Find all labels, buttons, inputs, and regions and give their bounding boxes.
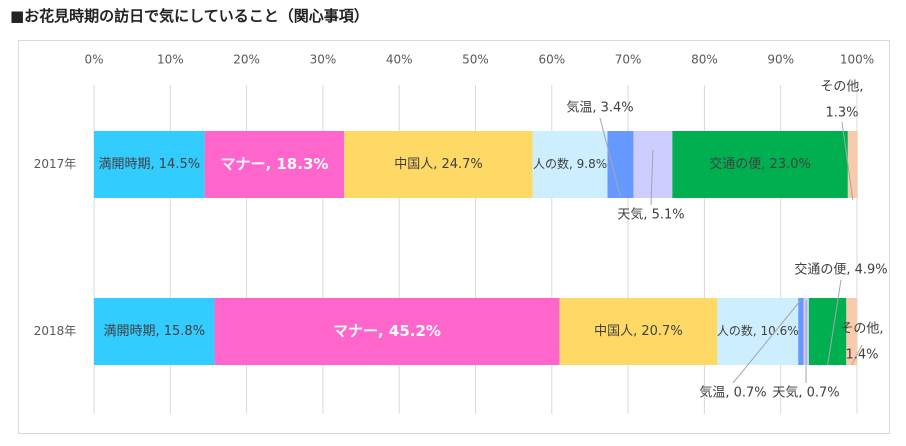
leader-line	[851, 344, 863, 366]
data-label: 人の数, 9.8%	[533, 156, 607, 171]
bar-segment-気温[interactable]	[798, 298, 804, 365]
bar-segment-マナー[interactable]	[204, 131, 345, 198]
data-label: マナー, 45.2%	[333, 322, 441, 340]
data-label: 天気, 0.7%	[772, 385, 839, 401]
data-label: 天気, 5.1%	[617, 207, 684, 223]
leader-line	[599, 117, 621, 198]
chart-title: ■お花見時期の訪日で気にしていること（関心事項）	[10, 7, 369, 25]
bar-segment-中国人[interactable]	[559, 298, 718, 365]
category-label: 2018年	[34, 324, 77, 338]
data-label: 交通の便, 4.9%	[794, 262, 887, 278]
x-tick-label: 30%	[310, 53, 337, 67]
bar-segment-中国人[interactable]	[344, 131, 533, 198]
x-tick-label: 60%	[538, 53, 565, 67]
x-tick-label: 100%	[840, 53, 874, 67]
data-label: 人の数, 10.6%	[717, 323, 799, 338]
bar-segment-その他[interactable]	[847, 131, 858, 198]
bar-segment-人の数[interactable]	[532, 131, 608, 198]
x-tick-label: 20%	[233, 53, 260, 67]
data-label: 満開時期, 15.8%	[103, 324, 205, 339]
bar-segment-満開時期[interactable]	[94, 131, 205, 198]
x-tick-label: 10%	[157, 53, 184, 67]
data-label: 中国人, 20.7%	[594, 324, 683, 339]
bar-segment-気温[interactable]	[607, 131, 634, 198]
x-tick-label: 0%	[84, 53, 103, 67]
x-tick-label: 70%	[615, 53, 642, 67]
chart-area	[18, 40, 890, 434]
bar-segment-交通の便[interactable]	[808, 298, 847, 365]
x-tick-label: 80%	[691, 53, 718, 67]
leader-line	[827, 279, 842, 366]
data-label: その他,	[840, 322, 883, 337]
leader-line	[841, 121, 854, 201]
category-label: 2017年	[34, 157, 77, 171]
bar-segment-満開時期[interactable]	[94, 298, 215, 365]
x-tick-label: 90%	[767, 53, 794, 67]
bar-segment-マナー[interactable]	[214, 298, 560, 365]
x-tick-label: 40%	[386, 53, 413, 67]
x-tick-label: 50%	[462, 53, 489, 67]
bar-segment-その他[interactable]	[846, 298, 857, 365]
data-label: 気温, 3.4%	[566, 100, 633, 116]
bar-segment-人の数[interactable]	[717, 298, 799, 365]
data-label: 満開時期, 14.5%	[99, 157, 201, 172]
bar-segment-交通の便[interactable]	[672, 131, 848, 198]
data-label: マナー, 18.3%	[220, 155, 328, 173]
leader-line	[732, 299, 802, 384]
data-label: 1.3%	[825, 106, 858, 121]
data-label: 気温, 0.7%	[699, 385, 766, 401]
data-label: 交通の便, 23.0%	[709, 156, 811, 172]
data-label: 中国人, 24.7%	[394, 157, 483, 172]
leader-line	[650, 149, 654, 206]
data-label: 1.4%	[845, 348, 878, 363]
data-label: その他,	[820, 80, 863, 95]
